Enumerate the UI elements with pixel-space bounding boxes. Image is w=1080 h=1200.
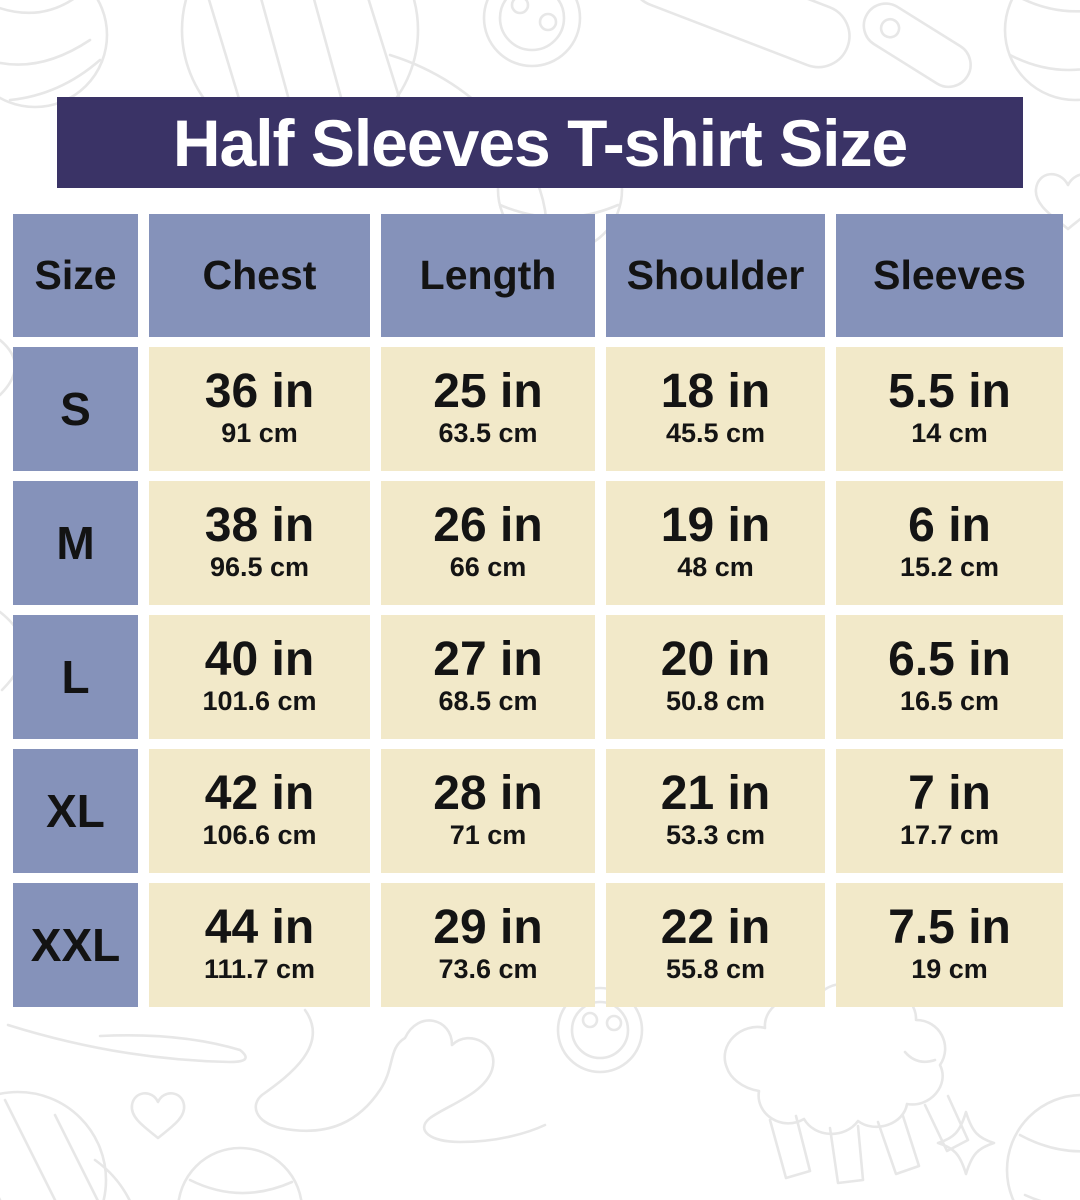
cm-value: 55.8 cm bbox=[665, 954, 766, 985]
cm-value: 101.6 cm bbox=[202, 686, 317, 717]
yarn-ball-doodle bbox=[1003, 0, 1080, 102]
cm-value: 63.5 cm bbox=[438, 418, 538, 449]
header-cell-sleeves: Sleeves bbox=[836, 214, 1063, 337]
cell-xxl-chest: 44 in 111.7 cm bbox=[149, 883, 370, 1007]
inches-value: 7.5 in bbox=[888, 900, 1011, 954]
header-cell-shoulder: Shoulder bbox=[606, 214, 825, 337]
inches-value: 21 in bbox=[660, 766, 771, 820]
header-cell-length: Length bbox=[381, 214, 595, 337]
cm-value: 53.3 cm bbox=[665, 820, 766, 851]
sheep-doodle bbox=[723, 982, 970, 1185]
sparkle-doodle bbox=[936, 1110, 996, 1176]
size-label-xxl: XXL bbox=[13, 883, 138, 1007]
cell-s-shoulder: 18 in 45.5 cm bbox=[606, 347, 825, 471]
thread-line-doodle bbox=[6, 1023, 247, 1064]
cm-value: 17.7 cm bbox=[899, 820, 1000, 851]
cm-value: 106.6 cm bbox=[202, 820, 317, 851]
cm-value: 111.7 cm bbox=[203, 954, 316, 985]
cell-l-shoulder: 20 in 50.8 cm bbox=[606, 615, 825, 739]
inches-value: 27 in bbox=[433, 632, 543, 686]
inches-value: 40 in bbox=[204, 632, 315, 686]
cm-value: 91 cm bbox=[221, 418, 298, 449]
cell-xl-length: 28 in 71 cm bbox=[381, 749, 595, 873]
inches-value: 20 in bbox=[660, 632, 771, 686]
inches-value: 22 in bbox=[660, 900, 771, 954]
header-cell-size: Size bbox=[13, 214, 138, 337]
cell-s-length: 25 in 63.5 cm bbox=[381, 347, 595, 471]
needle-doodle bbox=[629, 0, 851, 69]
cell-s-sleeves: 5.5 in 14 cm bbox=[836, 347, 1063, 471]
cm-value: 45.5 cm bbox=[665, 418, 766, 449]
cm-value: 68.5 cm bbox=[438, 686, 538, 717]
inches-value: 19 in bbox=[660, 498, 771, 552]
cm-value: 16.5 cm bbox=[899, 686, 1000, 717]
cm-value: 14 cm bbox=[911, 418, 988, 449]
cell-xl-sleeves: 7 in 17.7 cm bbox=[836, 749, 1063, 873]
cell-m-length: 26 in 66 cm bbox=[381, 481, 595, 605]
inches-value: 38 in bbox=[204, 498, 315, 552]
cm-value: 66 cm bbox=[449, 552, 527, 583]
cell-xl-chest: 42 in 106.6 cm bbox=[149, 749, 370, 873]
cell-l-sleeves: 6.5 in 16.5 cm bbox=[836, 615, 1063, 739]
cm-value: 71 cm bbox=[449, 820, 527, 851]
yarn-ball-doodle bbox=[0, 0, 109, 109]
cell-l-chest: 40 in 101.6 cm bbox=[149, 615, 370, 739]
cm-value: 73.6 cm bbox=[438, 954, 538, 985]
inches-value: 25 in bbox=[433, 364, 543, 418]
inches-value: 7 in bbox=[908, 766, 991, 820]
cm-value: 96.5 cm bbox=[209, 552, 310, 583]
inches-value: 28 in bbox=[433, 766, 543, 820]
cell-l-length: 27 in 68.5 cm bbox=[381, 615, 595, 739]
yarn-ball-doodle bbox=[1005, 1093, 1080, 1200]
cell-s-chest: 36 in 91 cm bbox=[149, 347, 370, 471]
inches-value: 18 in bbox=[660, 364, 771, 418]
cell-xl-shoulder: 21 in 53.3 cm bbox=[606, 749, 825, 873]
heart-doodle bbox=[130, 1092, 186, 1140]
yarn-ball-doodle bbox=[0, 1090, 131, 1200]
size-label-m: M bbox=[13, 481, 138, 605]
size-label-s: S bbox=[13, 347, 138, 471]
page-title: Half Sleeves T-shirt Size bbox=[172, 105, 908, 180]
cm-value: 48 cm bbox=[677, 552, 754, 583]
size-label-xl: XL bbox=[13, 749, 138, 873]
header-cell-chest: Chest bbox=[149, 214, 370, 337]
inches-value: 6.5 in bbox=[888, 632, 1011, 686]
cell-m-chest: 38 in 96.5 cm bbox=[149, 481, 370, 605]
size-label-l: L bbox=[13, 615, 138, 739]
inches-value: 6 in bbox=[908, 498, 991, 552]
yarn-ball-doodle bbox=[177, 1146, 303, 1200]
cm-value: 50.8 cm bbox=[665, 686, 766, 717]
title-banner: Half Sleeves T-shirt Size bbox=[57, 97, 1023, 188]
cell-m-sleeves: 6 in 15.2 cm bbox=[836, 481, 1063, 605]
inches-value: 42 in bbox=[204, 766, 315, 820]
size-table: Size Chest Length Shoulder Sleeves S 36 … bbox=[13, 214, 1063, 1007]
cell-xxl-length: 29 in 73.6 cm bbox=[381, 883, 595, 1007]
cm-value: 19 cm bbox=[911, 954, 988, 985]
button-doodle bbox=[482, 0, 582, 68]
safety-pin-doodle bbox=[862, 2, 972, 89]
inches-value: 36 in bbox=[204, 364, 315, 418]
inches-value: 5.5 in bbox=[888, 364, 1011, 418]
cell-xxl-sleeves: 7.5 in 19 cm bbox=[836, 883, 1063, 1007]
inches-value: 44 in bbox=[204, 900, 315, 954]
cm-value: 15.2 cm bbox=[899, 552, 1000, 583]
cell-xxl-shoulder: 22 in 55.8 cm bbox=[606, 883, 825, 1007]
cell-m-shoulder: 19 in 48 cm bbox=[606, 481, 825, 605]
inches-value: 26 in bbox=[433, 498, 543, 552]
inches-value: 29 in bbox=[433, 900, 543, 954]
thread-heart-doodle bbox=[254, 1008, 547, 1144]
